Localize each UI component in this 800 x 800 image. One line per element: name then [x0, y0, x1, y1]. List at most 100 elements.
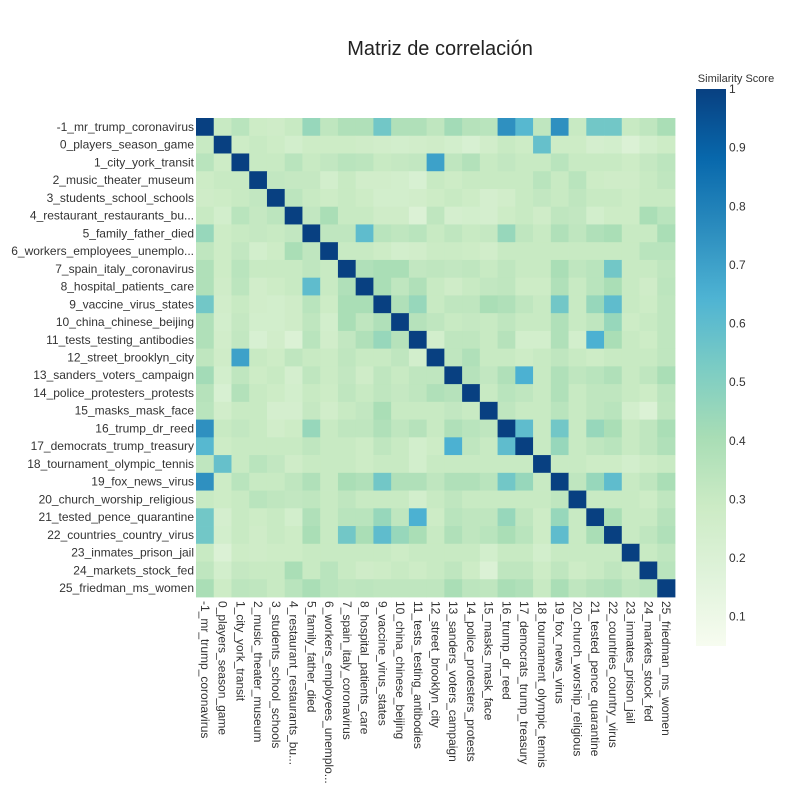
heatmap-cell: [373, 259, 392, 279]
heatmap-cell: [657, 419, 676, 438]
y-tick-label: 21_tested_pence_quarantine: [39, 510, 195, 524]
heatmap-cell: [320, 330, 339, 350]
heatmap-cell: [426, 579, 445, 598]
heatmap-cell: [213, 295, 232, 314]
y-tick-label: 13_sanders_voters_campaign: [33, 368, 194, 382]
heatmap-cell: [231, 472, 250, 491]
heatmap-cell: [586, 224, 605, 243]
heatmap-cell: [213, 490, 232, 509]
y-tick-label: 16_trump_dr_reed: [95, 421, 194, 435]
heatmap-cell: [355, 526, 374, 545]
heatmap-cell: [373, 543, 392, 562]
heatmap-cell: [621, 490, 640, 509]
x-tick-label: 12_street_brooklyn_city: [429, 601, 443, 728]
heatmap-cell: [231, 118, 250, 137]
heatmap-cell: [302, 171, 321, 190]
heatmap-cell: [249, 419, 268, 438]
heatmap-cell: [213, 259, 232, 279]
heatmap-cell: [196, 313, 215, 332]
heatmap-cell: [391, 401, 410, 420]
heatmap-cell: [266, 206, 286, 225]
heatmap-cell: [515, 401, 534, 420]
heatmap-cell: [249, 561, 268, 580]
heatmap-cell: [533, 508, 552, 527]
heatmap-cell: [533, 153, 552, 172]
y-tick-label: 18_tournament_olympic_tennis: [27, 457, 194, 471]
heatmap-cell: [213, 118, 232, 137]
heatmap-cell: [604, 242, 623, 261]
heatmap-cell: [586, 171, 605, 190]
heatmap-cell: [497, 526, 516, 545]
heatmap-cell: [621, 401, 640, 420]
heatmap-cell: [408, 188, 428, 208]
heatmap-cell: [444, 135, 463, 154]
x-tick-label: 25_friedman_ms_women: [659, 601, 673, 736]
heatmap-cell: [231, 330, 250, 350]
heatmap-cell: [550, 135, 569, 154]
heatmap-cell: [426, 401, 445, 420]
heatmap-cell: [302, 313, 321, 332]
heatmap-cell: [479, 348, 498, 367]
heatmap-cell: [391, 543, 410, 562]
heatmap-cell: [479, 313, 498, 332]
heatmap-cell: [550, 384, 569, 403]
heatmap-cell: [231, 242, 250, 261]
heatmap-cell: [408, 259, 428, 279]
heatmap-cell: [302, 242, 321, 261]
heatmap-cell: [284, 242, 303, 261]
heatmap-cell: [586, 135, 605, 154]
heatmap-cell: [497, 135, 516, 154]
y-axis-tick-labels: -1_mr_trump_coronavirus 0_players_season_…: [11, 120, 194, 595]
heatmap-cell: [515, 543, 534, 562]
heatmap-cell: [657, 472, 676, 491]
heatmap-cell: [515, 224, 534, 243]
colorbar-tick-label: 1: [729, 82, 736, 96]
heatmap-cell: [391, 188, 410, 208]
heatmap-cell: [533, 224, 552, 243]
colorbar-tick-label: 0.5: [729, 375, 746, 389]
heatmap-cell: [533, 135, 552, 154]
x-tick-label: 13_sanders_voters_campaign: [446, 601, 460, 762]
heatmap-cell: [568, 330, 587, 350]
heatmap-cell: [213, 188, 232, 208]
heatmap-cell: [355, 171, 374, 190]
heatmap-cell: [621, 171, 640, 190]
heatmap-cell: [408, 561, 428, 580]
heatmap-cell: [586, 313, 605, 332]
heatmap-cell: [266, 188, 286, 208]
x-tick-label: 23_inmates_prison_jail: [624, 601, 638, 724]
heatmap-cell: [337, 188, 357, 208]
heatmap-cell: [550, 188, 569, 208]
heatmap-cell: [373, 277, 392, 296]
heatmap-cell: [302, 419, 321, 438]
heatmap-cell: [231, 366, 250, 385]
heatmap-cell: [639, 490, 658, 509]
heatmap-cell: [337, 579, 357, 598]
heatmap-cell: [586, 561, 605, 580]
heatmap-cell: [373, 295, 392, 314]
x-tick-label: 11_tests_testing_antibodies: [411, 601, 425, 749]
heatmap-cell: [355, 118, 374, 137]
heatmap-cell: [302, 295, 321, 314]
heatmap-cell: [568, 242, 587, 261]
heatmap-cell: [515, 384, 534, 403]
heatmap-cell: [639, 526, 658, 545]
heatmap-cell: [657, 543, 676, 562]
heatmap-cell: [586, 295, 605, 314]
heatmap-cell: [391, 277, 410, 296]
heatmap-cell: [337, 330, 357, 350]
heatmap-cell: [550, 401, 569, 420]
heatmap-cell: [515, 242, 534, 261]
heatmap-cell: [302, 259, 321, 279]
heatmap-cell: [639, 401, 658, 420]
heatmap-cell: [266, 508, 286, 527]
heatmap-cell: [391, 259, 410, 279]
heatmap-cell: [284, 437, 303, 456]
heatmap-cell: [604, 171, 623, 190]
heatmap-cell: [213, 543, 232, 562]
heatmap-cell: [196, 277, 215, 296]
heatmap-cell: [213, 401, 232, 420]
heatmap-cell: [621, 472, 640, 491]
heatmap-cell: [639, 188, 658, 208]
heatmap-cell: [266, 118, 286, 137]
